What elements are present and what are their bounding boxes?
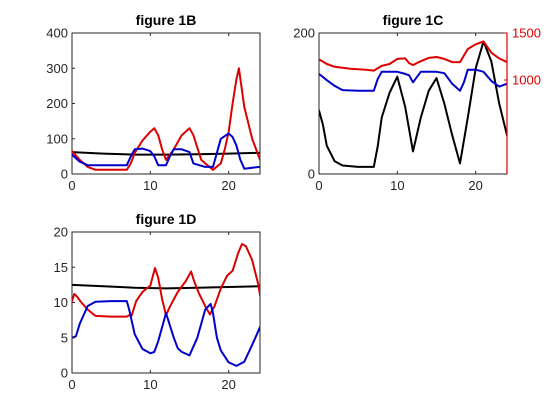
y-tick-label: 5 (61, 330, 68, 345)
y-tick-label: 200 (293, 26, 315, 41)
series-line (319, 40, 507, 72)
x-tick-label: 0 (68, 377, 75, 392)
x-tick-label: 10 (143, 377, 157, 392)
panel-figure-1d: figure 1D 0 10 20 0 5 10 15 20 (54, 211, 261, 392)
panel-title: figure 1B (136, 12, 197, 28)
series-group (72, 67, 260, 171)
x-tick-label: 0 (315, 178, 322, 193)
right-y-tick-label: 1000 (512, 73, 541, 88)
right-y-tick-label: 1500 (512, 26, 541, 41)
series-line (72, 283, 260, 290)
series-line (72, 243, 260, 318)
x-tick-label: 20 (221, 178, 235, 193)
y-tick-label: 0 (61, 366, 68, 381)
series-line (72, 132, 260, 170)
y-tick-label: 300 (46, 61, 68, 76)
series-group (72, 243, 260, 367)
series-line (72, 67, 260, 171)
y-tick-label: 0 (308, 167, 315, 182)
x-tick-label: 20 (468, 178, 482, 193)
y-tick-label: 10 (54, 295, 68, 310)
series-line (319, 40, 507, 168)
x-tick-label: 20 (221, 377, 235, 392)
y-tick-label: 100 (46, 131, 68, 146)
y-tick-label: 20 (54, 225, 68, 240)
panel-title: figure 1C (383, 12, 444, 28)
plot-area (71, 32, 261, 175)
panel-title: figure 1D (136, 211, 197, 227)
series-group (319, 40, 507, 168)
x-tick-label: 0 (68, 178, 75, 193)
y-tick-label: 0 (61, 167, 68, 182)
y-tick-label: 200 (46, 96, 68, 111)
x-tick-label: 10 (143, 178, 157, 193)
plot-area (71, 231, 261, 374)
y-tick-label: 400 (46, 26, 68, 41)
x-tick-label: 10 (390, 178, 404, 193)
series-line (72, 300, 260, 367)
series-line (319, 68, 507, 92)
series-line (72, 151, 260, 156)
y-tick-label: 15 (54, 260, 68, 275)
